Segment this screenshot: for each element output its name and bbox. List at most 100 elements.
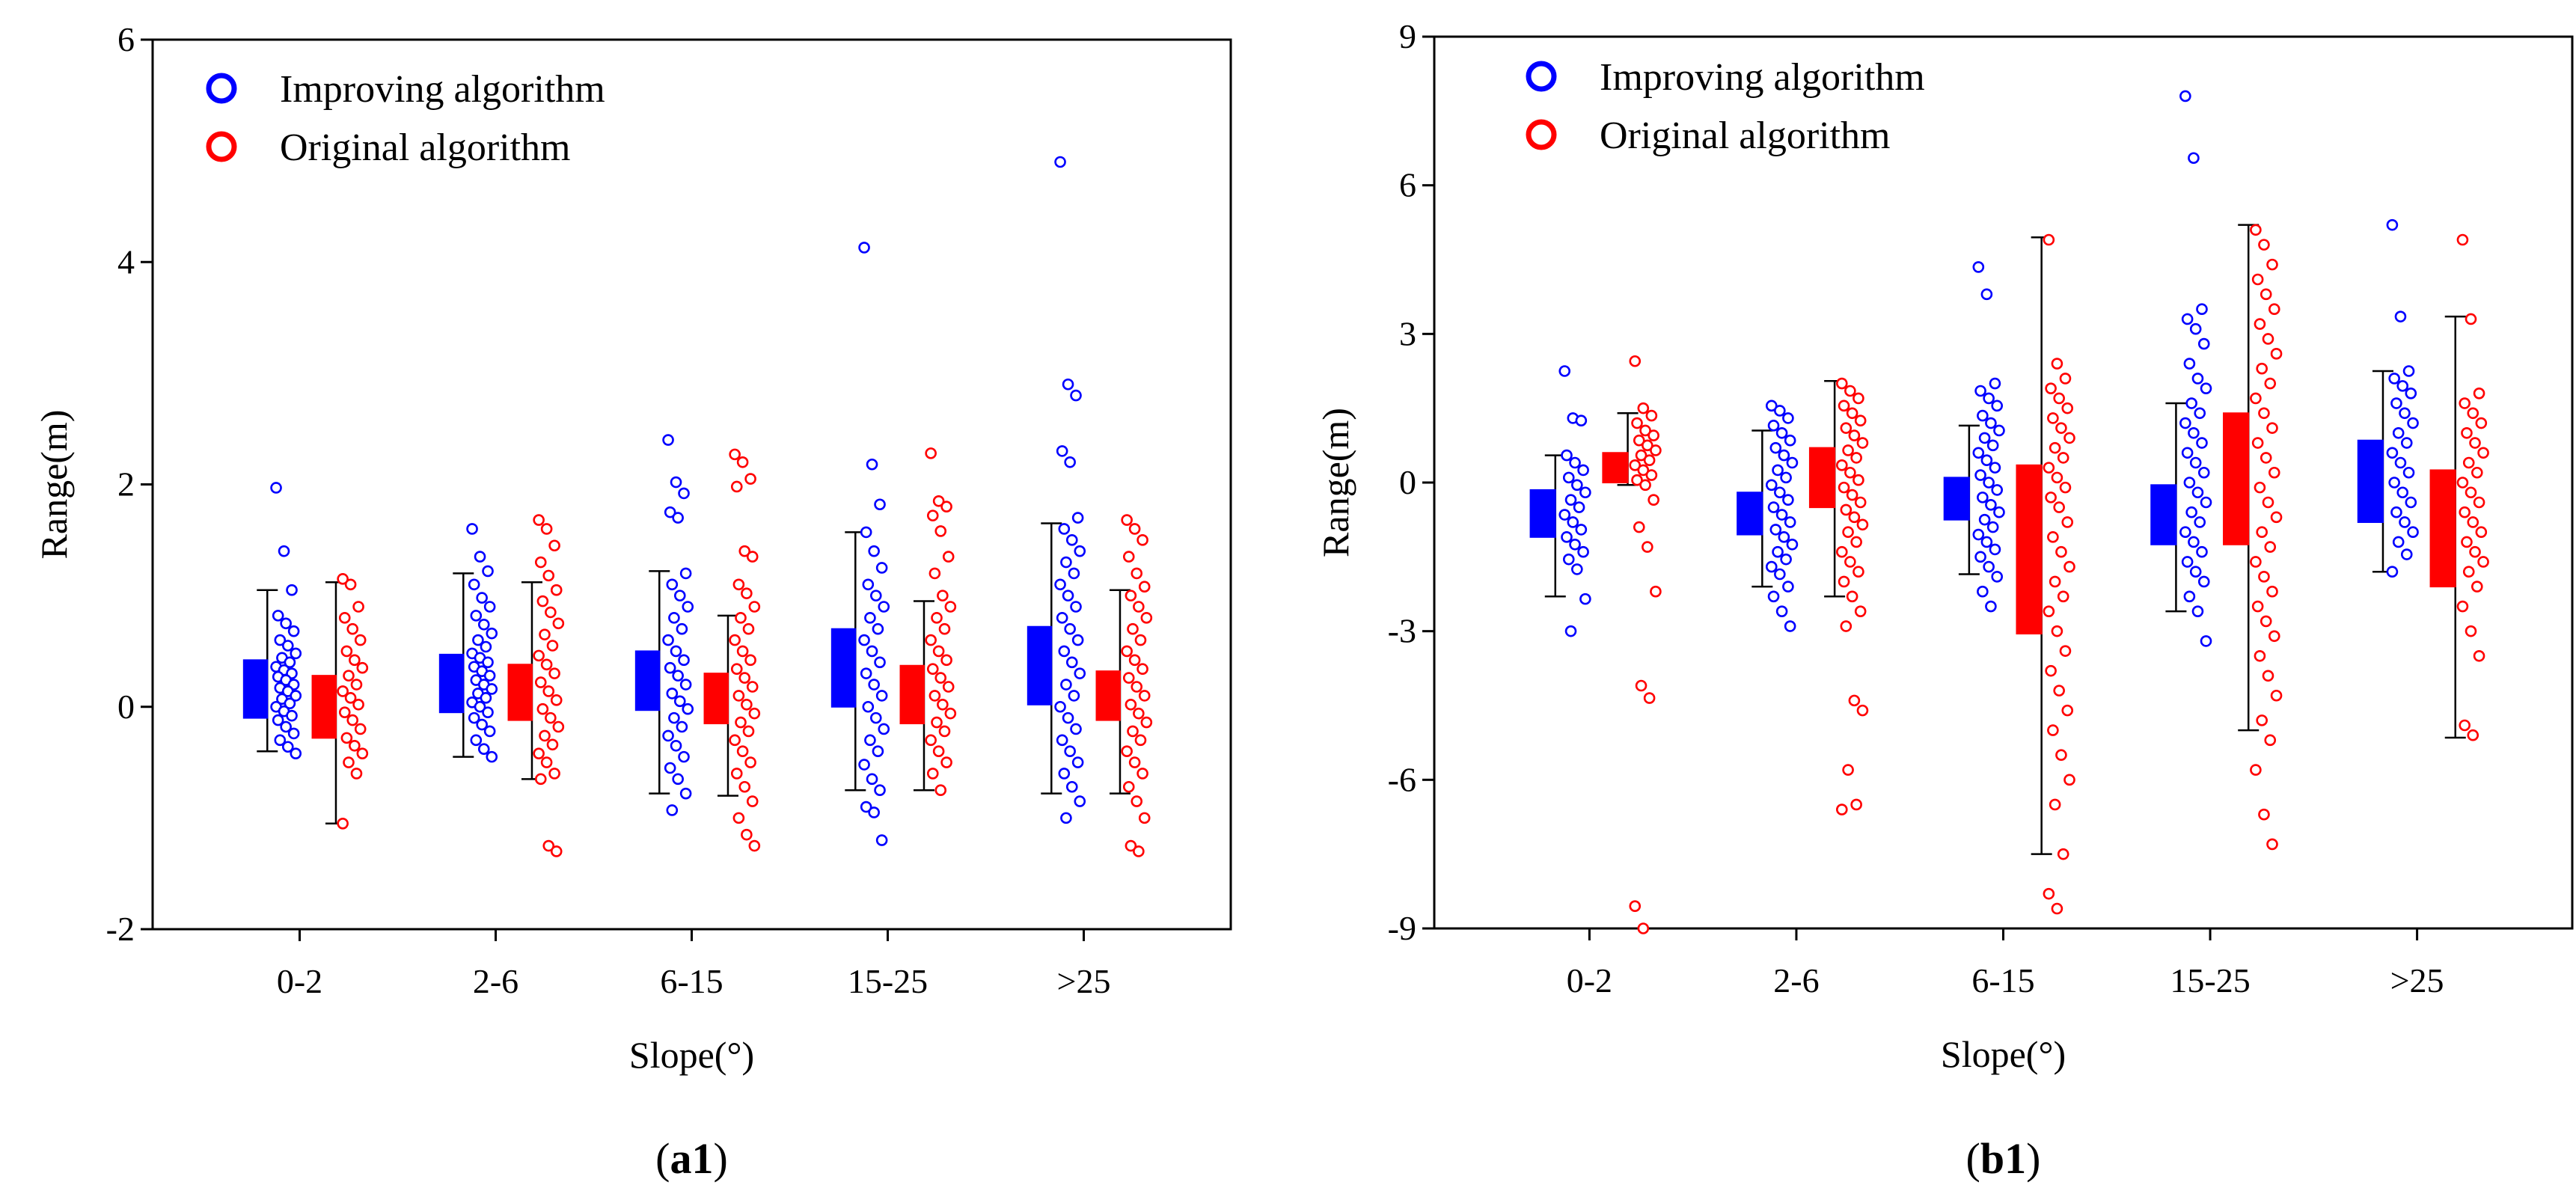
data-point <box>858 242 870 254</box>
data-point <box>486 683 498 695</box>
data-point <box>2043 887 2055 900</box>
data-point <box>281 741 294 753</box>
data-point <box>2191 605 2204 617</box>
data-point <box>338 706 351 718</box>
data-point <box>1782 412 1794 424</box>
data-point <box>2258 407 2270 420</box>
data-point <box>925 447 937 459</box>
data-point <box>1065 656 1078 669</box>
y-tick-label: 3 <box>1399 314 1416 352</box>
data-point <box>545 711 557 724</box>
data-point <box>1765 479 1778 492</box>
data-point <box>1562 471 1575 484</box>
data-point <box>1850 452 1862 464</box>
data-point <box>2059 481 2072 494</box>
data-point <box>1972 528 1985 541</box>
data-point <box>1138 581 1151 593</box>
legend-label: Original algorithm <box>280 126 570 169</box>
data-point <box>1782 581 1794 593</box>
data-point <box>942 551 955 563</box>
box <box>703 673 729 725</box>
data-point <box>1786 456 1799 469</box>
data-point <box>286 709 298 722</box>
y-tick-label: 6 <box>1399 166 1416 204</box>
data-point <box>874 498 886 511</box>
data-point <box>2047 724 2059 736</box>
data-point <box>2179 90 2191 102</box>
data-point <box>2194 516 2206 528</box>
data-point <box>1562 553 1575 566</box>
data-point <box>744 473 756 485</box>
data-point <box>280 617 292 630</box>
data-point <box>2197 466 2210 479</box>
data-point <box>1838 400 1850 412</box>
data-point <box>1769 524 1782 536</box>
data-point <box>1840 422 1853 434</box>
data-point <box>1765 400 1778 412</box>
data-point <box>2181 447 2194 459</box>
box <box>2016 464 2043 634</box>
chart-panel-a1: -2 0 2 4 6 0-2 2-6 6-15 15-25 >25 Slope(°) Range(m)… <box>33 20 1232 1183</box>
data-point <box>874 784 886 797</box>
data-point <box>1062 590 1074 602</box>
data-point <box>548 539 560 552</box>
data-point <box>2400 437 2413 449</box>
data-point <box>2047 412 2059 424</box>
data-point <box>343 756 355 768</box>
panel-label: (a1) <box>655 1134 728 1183</box>
data-point <box>2189 322 2202 335</box>
data-point <box>1765 560 1778 573</box>
data-point <box>2396 380 2409 392</box>
data-point <box>1071 634 1084 646</box>
data-point <box>284 656 296 669</box>
data-point <box>1631 417 1643 429</box>
data-point <box>2475 417 2488 429</box>
box <box>899 664 925 725</box>
data-point <box>2465 625 2477 637</box>
data-point <box>666 578 679 591</box>
data-point <box>1835 377 1848 390</box>
data-point <box>2049 441 2061 454</box>
data-point <box>673 590 686 602</box>
data-point <box>2049 575 2061 588</box>
data-point <box>744 756 756 768</box>
data-point <box>2051 471 2063 484</box>
data-point <box>926 768 939 780</box>
data-point <box>866 458 878 471</box>
data-point <box>1772 545 1784 558</box>
data-point <box>2473 496 2485 509</box>
data-point <box>1138 690 1151 702</box>
data-point <box>287 727 300 740</box>
data-point <box>2405 387 2417 400</box>
data-point <box>2250 224 2262 236</box>
box <box>1027 625 1053 705</box>
data-point <box>1064 622 1076 635</box>
data-point <box>875 562 888 574</box>
data-point <box>2270 348 2283 360</box>
data-point <box>1838 575 1850 588</box>
data-point <box>1062 711 1074 724</box>
data-point <box>2392 536 2405 548</box>
data-point <box>1629 459 1642 471</box>
data-point <box>2188 426 2200 439</box>
data-point <box>931 612 943 624</box>
data-point <box>2043 233 2055 246</box>
box <box>507 664 533 721</box>
data-point <box>1977 492 1989 503</box>
data-point <box>664 661 676 674</box>
data-point <box>1643 692 1656 704</box>
data-point <box>1854 414 1867 427</box>
data-point <box>748 707 761 720</box>
data-point <box>1780 553 1792 566</box>
data-point <box>1637 464 1650 477</box>
y-tick-label: -6 <box>1388 760 1416 798</box>
data-point <box>1774 405 1786 417</box>
data-point <box>1853 566 1864 578</box>
data-point <box>934 672 947 684</box>
x-axis-title: Slope(°) <box>629 1034 754 1076</box>
data-point <box>350 768 363 780</box>
data-point <box>2477 447 2489 459</box>
data-point <box>2456 477 2469 489</box>
y-tick-label: 6 <box>117 20 135 58</box>
data-point <box>2462 566 2475 578</box>
